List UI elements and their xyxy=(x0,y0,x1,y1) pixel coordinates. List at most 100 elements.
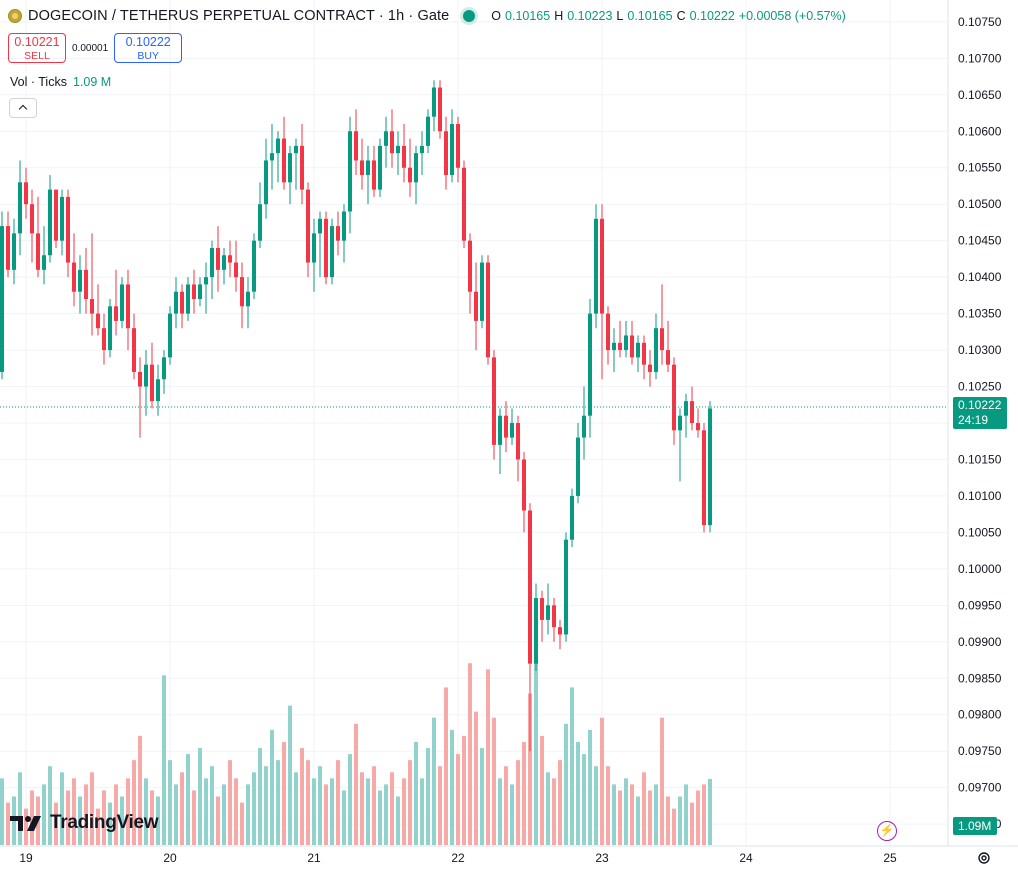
candle-body[interactable] xyxy=(342,211,346,241)
buy-button[interactable]: 0.10222 BUY xyxy=(114,33,183,63)
gear-icon[interactable] xyxy=(977,851,991,865)
candle-body[interactable] xyxy=(246,291,250,307)
candle-body[interactable] xyxy=(282,138,286,183)
candle-body[interactable] xyxy=(408,167,412,183)
candle-body[interactable] xyxy=(672,364,676,431)
candle-body[interactable] xyxy=(186,284,190,314)
candle-body[interactable] xyxy=(90,299,94,314)
candle-body[interactable] xyxy=(600,218,604,314)
candle-body[interactable] xyxy=(540,598,544,620)
candle-body[interactable] xyxy=(156,379,160,402)
symbol-title[interactable]: DOGECOIN / TETHERUS PERPETUAL CONTRACT ·… xyxy=(28,8,450,24)
candle-body[interactable] xyxy=(480,262,484,321)
candle-body[interactable] xyxy=(588,313,592,416)
candle-body[interactable] xyxy=(384,131,388,146)
candle-body[interactable] xyxy=(120,284,124,321)
candle-body[interactable] xyxy=(576,437,580,496)
candle-body[interactable] xyxy=(366,160,370,176)
candle-body[interactable] xyxy=(372,160,376,190)
candle-body[interactable] xyxy=(276,138,280,154)
candle-body[interactable] xyxy=(462,167,466,241)
candle-body[interactable] xyxy=(594,218,598,314)
candle-body[interactable] xyxy=(294,145,298,154)
candle-body[interactable] xyxy=(300,145,304,190)
candle-body[interactable] xyxy=(534,598,538,664)
candle-body[interactable] xyxy=(426,116,430,146)
candle-body[interactable] xyxy=(552,605,556,628)
candle-body[interactable] xyxy=(378,145,382,190)
candle-body[interactable] xyxy=(84,269,88,300)
candle-body[interactable] xyxy=(72,262,76,292)
candle-body[interactable] xyxy=(240,277,244,307)
tradingview-logo[interactable]: TradingView xyxy=(10,812,159,834)
lightning-icon[interactable]: ⚡ xyxy=(877,821,897,841)
candle-body[interactable] xyxy=(390,131,394,154)
candle-body[interactable] xyxy=(288,153,292,183)
candle-body[interactable] xyxy=(126,284,130,329)
candle-body[interactable] xyxy=(360,160,364,176)
candle-body[interactable] xyxy=(522,459,526,511)
candle-body[interactable] xyxy=(192,284,196,300)
candle-body[interactable] xyxy=(396,145,400,154)
candle-body[interactable] xyxy=(30,204,34,234)
candle-body[interactable] xyxy=(702,430,706,526)
candle-body[interactable] xyxy=(684,401,688,416)
candle-body[interactable] xyxy=(456,123,460,168)
candle-body[interactable] xyxy=(474,291,478,321)
candle-body[interactable] xyxy=(654,328,658,372)
candle-body[interactable] xyxy=(648,364,652,372)
candle-body[interactable] xyxy=(558,627,562,635)
candle-body[interactable] xyxy=(18,182,22,234)
candle-body[interactable] xyxy=(624,335,628,351)
candle-body[interactable] xyxy=(402,145,406,168)
candle-body[interactable] xyxy=(510,423,514,438)
candle-body[interactable] xyxy=(618,342,622,351)
candle-body[interactable] xyxy=(132,328,136,372)
candle-body[interactable] xyxy=(204,277,208,285)
candle-body[interactable] xyxy=(330,226,334,278)
candle-body[interactable] xyxy=(696,423,700,431)
candle-body[interactable] xyxy=(312,233,316,263)
collapse-legend-button[interactable] xyxy=(9,98,37,118)
sell-button[interactable]: 0.10221 SELL xyxy=(8,33,66,63)
candle-body[interactable] xyxy=(612,342,616,351)
candle-body[interactable] xyxy=(336,226,340,241)
candle-body[interactable] xyxy=(252,240,256,292)
candle-body[interactable] xyxy=(180,291,184,314)
candle-body[interactable] xyxy=(306,189,310,263)
candle-body[interactable] xyxy=(486,262,490,358)
candle-body[interactable] xyxy=(54,189,58,241)
candle-body[interactable] xyxy=(546,605,550,620)
candle-body[interactable] xyxy=(36,233,40,270)
candle-body[interactable] xyxy=(0,226,4,372)
candle-body[interactable] xyxy=(708,408,712,526)
candle-body[interactable] xyxy=(270,153,274,161)
candle-body[interactable] xyxy=(432,87,436,117)
candle-body[interactable] xyxy=(264,160,268,205)
candle-body[interactable] xyxy=(528,510,532,664)
candle-body[interactable] xyxy=(108,306,112,351)
candle-body[interactable] xyxy=(492,357,496,445)
candle-body[interactable] xyxy=(234,262,238,278)
candle-body[interactable] xyxy=(564,539,568,635)
candle-body[interactable] xyxy=(12,233,16,270)
candle-body[interactable] xyxy=(198,284,202,300)
candle-body[interactable] xyxy=(414,153,418,183)
volume-legend[interactable]: Vol · Ticks 1.09 M xyxy=(10,75,111,89)
candle-body[interactable] xyxy=(66,196,70,263)
candle-body[interactable] xyxy=(636,342,640,358)
candle-body[interactable] xyxy=(78,269,82,292)
candle-body[interactable] xyxy=(444,131,448,176)
candle-body[interactable] xyxy=(348,131,352,212)
candle-body[interactable] xyxy=(48,189,52,256)
candle-body[interactable] xyxy=(582,415,586,438)
candle-body[interactable] xyxy=(162,357,166,380)
candle-body[interactable] xyxy=(6,226,10,270)
candle-body[interactable] xyxy=(666,350,670,365)
candle-body[interactable] xyxy=(222,255,226,270)
candle-body[interactable] xyxy=(438,87,442,132)
candle-body[interactable] xyxy=(570,495,574,540)
candle-body[interactable] xyxy=(642,342,646,365)
candle-body[interactable] xyxy=(420,145,424,154)
